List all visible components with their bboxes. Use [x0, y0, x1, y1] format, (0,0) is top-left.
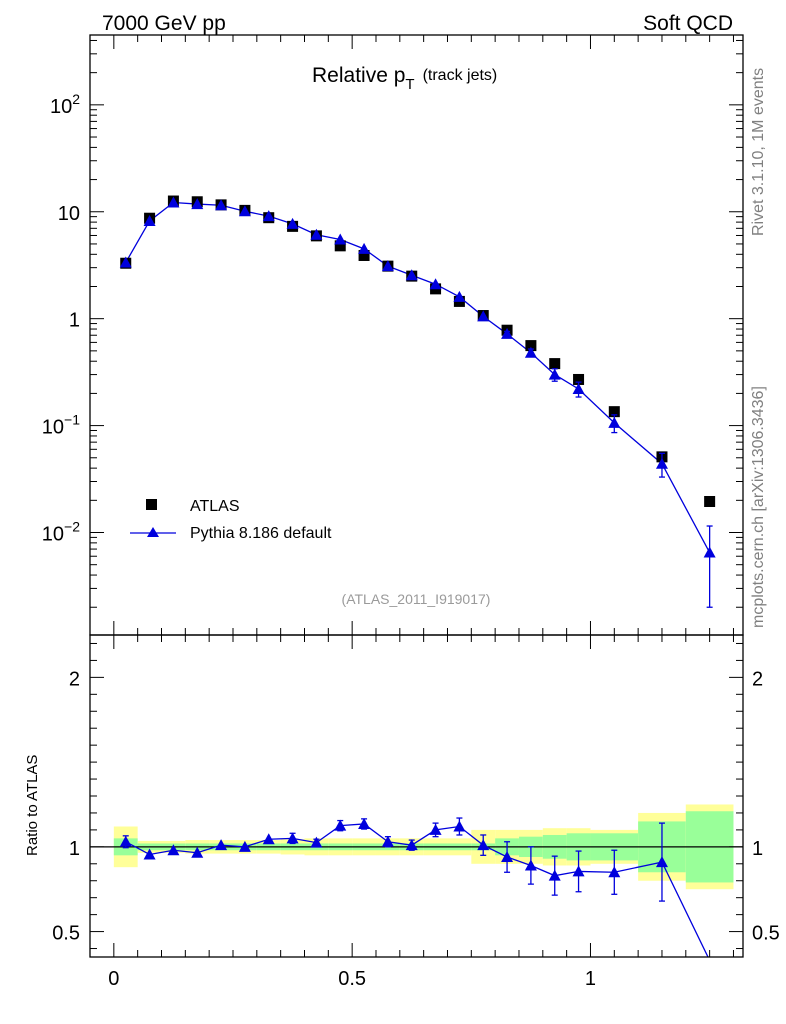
upper-ytick-label: 102 [50, 91, 80, 118]
upper-ytick-label: 10 [58, 203, 80, 225]
ratio-data-point [524, 859, 537, 871]
ratio-ytick-label-left: 2 [69, 668, 80, 690]
mc-data-point [381, 260, 394, 272]
ratio-data-point [501, 851, 514, 863]
ratio-data-point [358, 817, 371, 829]
mc-data-point [429, 278, 442, 290]
analysis-label: (ATLAS_2011_I919017) [342, 591, 491, 607]
ratio-axis-ticks [90, 635, 743, 957]
atlas-data-point [358, 249, 370, 261]
ratio-data-point [119, 835, 132, 847]
mc-data-point [477, 310, 490, 322]
ratio-data-point [477, 839, 490, 851]
mc-data-point [334, 233, 347, 245]
mc-data-point [548, 368, 561, 380]
ratio-data-point [238, 840, 251, 852]
mc-data-point [405, 269, 418, 281]
mc-data-point [286, 217, 299, 229]
atlas-data-point [549, 358, 561, 370]
ratio-data-point [143, 848, 156, 860]
ratio-ytick-label-right: 2 [752, 668, 763, 690]
upper-ytick-label: 10−2 [42, 519, 80, 546]
axis-tick-labels: 102 10 1 10−1 10−2 0.5 0.5 1 1 2 2 0 0.5 1 [42, 91, 780, 990]
ratio-ytick-label-right: 1 [752, 838, 763, 860]
process-label: Soft QCD [643, 12, 733, 35]
mc-data-point [167, 196, 180, 208]
plot-title: Relative pT(track jets) [312, 64, 497, 93]
upper-axis-ticks [90, 35, 743, 635]
upper-plot-frame [89, 34, 744, 636]
mc-data-point [358, 242, 371, 254]
atlas-data-point [704, 495, 716, 507]
ratio-plot-marks [119, 817, 709, 957]
ratio-ytick-label-right: 0.5 [752, 923, 780, 945]
mc-data-point [524, 346, 537, 358]
mc-data-point [655, 457, 668, 469]
mc-data-point [119, 256, 132, 268]
mc-data-point [238, 205, 251, 217]
ratio-data-point [167, 844, 180, 856]
mc-data-point [501, 327, 514, 339]
legend-mc-marker [147, 527, 159, 537]
ratio-data-point [215, 839, 228, 851]
ratio-data-point [191, 846, 204, 858]
ratio-data-point [286, 832, 299, 844]
atlas-data-point [525, 340, 537, 352]
mc-data-point [143, 214, 156, 226]
legend-atlas-marker [146, 499, 157, 510]
ratio-ytick-label-left: 0.5 [52, 923, 80, 945]
ratio-data-point [262, 833, 275, 845]
xtick-label: 0.5 [338, 968, 366, 990]
ratio-data-point [310, 836, 323, 848]
upper-ytick-label: 1 [69, 310, 80, 332]
mc-data-point [310, 228, 323, 240]
upper-ytick-label: 10−1 [42, 412, 80, 439]
xtick-label: 0 [108, 968, 119, 990]
atlas-data-point [573, 373, 585, 385]
ratio-data-point [453, 820, 466, 832]
ratio-plot-frame [89, 634, 744, 958]
atlas-data-point [334, 240, 346, 252]
atlas-data-point [608, 406, 620, 418]
ratio-ytick-label-left: 1 [69, 838, 80, 860]
mc-data-point [262, 210, 275, 222]
mc-data-point [453, 290, 466, 302]
ratio-data-point [405, 839, 418, 851]
xtick-label: 1 [585, 968, 596, 990]
energy-label: 7000 GeV pp [102, 12, 226, 35]
upper-plot-marks [119, 195, 716, 608]
ratio-data-point [655, 856, 668, 868]
mc-data-point [191, 198, 204, 210]
mc-data-point [215, 199, 228, 211]
ratio-clipped-group [119, 817, 709, 957]
legend-mc-label: Pythia 8.186 default [190, 525, 332, 542]
ratio-data-point [381, 835, 394, 847]
ratio-data-point [334, 819, 347, 831]
mc-data-point [608, 416, 621, 428]
mc-data-point [572, 382, 585, 394]
source-site-label: mcplots.cern.ch [arXiv:1306.3436] [750, 386, 767, 628]
rivet-version-label: Rivet 3.1.10, 1M events [750, 68, 767, 236]
ratio-data-point [429, 823, 442, 835]
ratio-ylabel: Ratio to ATLAS [24, 755, 41, 856]
legend-atlas-label: ATLAS [190, 498, 240, 515]
ratio-data-point [548, 869, 561, 881]
ratio-data-point [572, 865, 585, 877]
mc-data-point [703, 546, 716, 558]
ratio-data-point [608, 866, 621, 878]
